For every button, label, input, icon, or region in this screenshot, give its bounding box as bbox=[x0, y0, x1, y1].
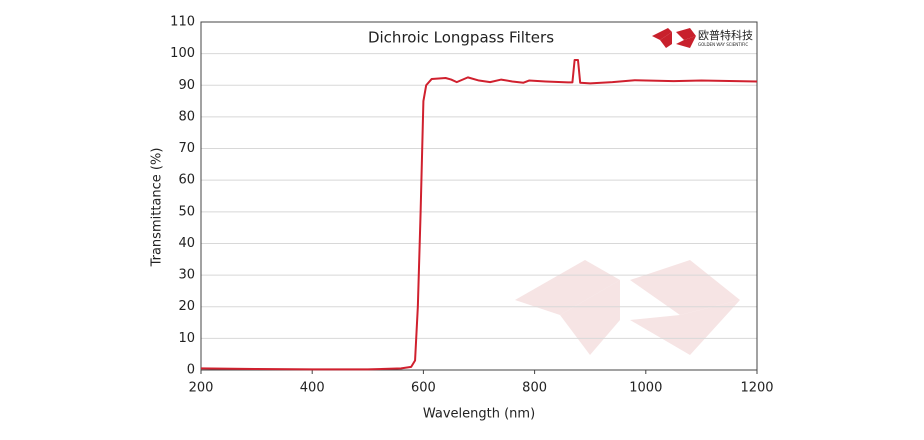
x-tick-label: 400 bbox=[300, 381, 325, 396]
watermark-shape bbox=[515, 260, 620, 315]
y-tick-label: 110 bbox=[170, 15, 195, 30]
logo-mark bbox=[660, 32, 672, 48]
y-axis-label: Transmittance (%) bbox=[150, 148, 165, 268]
chart-title: Dichroic Longpass Filters bbox=[368, 29, 554, 47]
x-tick-label: 800 bbox=[522, 381, 547, 396]
plot-frame bbox=[200, 21, 758, 371]
y-tick-label: 100 bbox=[170, 46, 195, 61]
y-tick-label: 10 bbox=[178, 331, 195, 346]
logo-mark bbox=[652, 28, 672, 40]
logo-mark bbox=[676, 36, 696, 48]
y-tick-label: 30 bbox=[178, 268, 195, 283]
x-axis-label: Wavelength (nm) bbox=[423, 407, 535, 422]
data-line bbox=[200, 58, 758, 371]
y-tick-label: 80 bbox=[178, 109, 195, 124]
watermark-shape bbox=[630, 260, 740, 315]
y-tick-label: 40 bbox=[178, 236, 195, 251]
y-tick-label: 50 bbox=[178, 204, 195, 219]
y-tick-label: 60 bbox=[178, 173, 195, 188]
watermark-shape bbox=[630, 300, 740, 355]
y-tick-label: 90 bbox=[178, 78, 195, 93]
logo: 欧普特科技 GOLDEN WAY SCIENTIFIC bbox=[652, 28, 753, 48]
x-tick-label: 1000 bbox=[629, 381, 662, 396]
y-tick-label: 70 bbox=[178, 141, 195, 156]
watermark bbox=[515, 260, 740, 355]
y-tick-label: 0 bbox=[187, 363, 195, 378]
logo-mark bbox=[676, 28, 696, 40]
logo-name: 欧普特科技 bbox=[698, 28, 753, 42]
x-tick-label: 1200 bbox=[740, 381, 773, 396]
x-tick-label: 600 bbox=[411, 381, 436, 396]
y-tick-label: 20 bbox=[178, 299, 195, 314]
logo-tagline: GOLDEN WAY SCIENTIFIC bbox=[698, 42, 748, 47]
x-tick-label: 200 bbox=[189, 381, 214, 396]
watermark-shape bbox=[560, 280, 620, 355]
